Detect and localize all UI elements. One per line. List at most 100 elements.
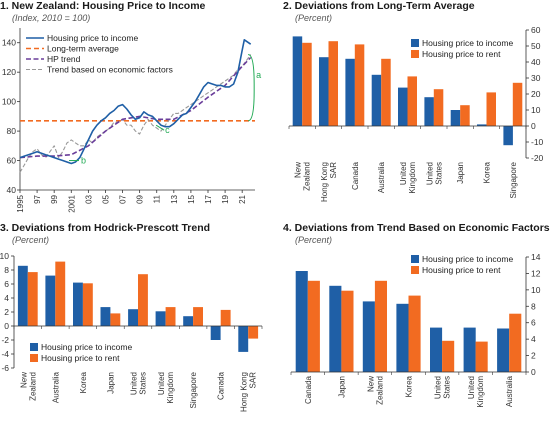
bar-housing-price-to-income [238, 326, 249, 352]
chart-title: 4. Deviations from Trend Based on Econom… [283, 222, 550, 234]
category-label: United [157, 372, 166, 395]
bar-housing-price-to-rent [509, 313, 522, 372]
annotation-arrow-c [155, 124, 165, 131]
bar-housing-price-to-income [210, 326, 221, 340]
chart-subtitle: (Percent) [295, 13, 333, 23]
bar-housing-price-to-rent [55, 261, 66, 326]
category-label: Kingdom [476, 376, 485, 408]
bar-housing-price-to-rent [248, 326, 259, 339]
bar-housing-price-to-income [329, 285, 342, 373]
bar-housing-price-to-income [183, 316, 194, 326]
bar-housing-price-to-rent [354, 44, 365, 126]
legend-swatch [411, 50, 419, 58]
category-label: States [139, 372, 148, 395]
category-label: Kingdom [166, 372, 175, 404]
category-label: Hong Kong [320, 162, 329, 202]
y-tick-label: 2 [4, 307, 9, 317]
y-tick-label: -4 [1, 349, 9, 359]
category-label: Zealand [28, 372, 37, 401]
x-tick-label: 15 [187, 194, 196, 203]
legend-swatch [30, 343, 38, 351]
category-label: SAR [329, 162, 338, 179]
category-label: Zealand [303, 162, 312, 191]
bar-housing-price-to-income [128, 309, 138, 326]
y-tick-label: 40 [7, 185, 17, 195]
legend-label: HP trend [47, 54, 81, 64]
chart-title: 3. Deviations from Hodrick-Prescott Tren… [0, 222, 211, 234]
category-label: United [399, 162, 408, 185]
chart-subtitle: (Percent) [12, 235, 50, 245]
category-label: SAR [249, 372, 258, 389]
bar-housing-price-to-rent [433, 89, 444, 126]
bar-housing-price-to-rent [407, 76, 417, 126]
category-label: States [434, 162, 443, 185]
bar-housing-price-to-rent [193, 307, 203, 326]
category-label: Canada [304, 375, 313, 404]
bar-housing-price-to-income [295, 271, 308, 372]
y-tick-label: 4 [531, 334, 536, 344]
bar-housing-price-to-rent [381, 58, 391, 126]
legend-label: Housing price to income [422, 38, 513, 48]
bar-housing-price-to-income [396, 303, 409, 372]
category-label: Zealand [375, 376, 384, 405]
bar-housing-price-to-income [424, 97, 434, 126]
annotation-bracket-a [248, 54, 255, 122]
bar-housing-price-to-rent [408, 295, 421, 372]
x-tick-label: 1995 [16, 194, 25, 212]
legend-label: Housing price to rent [422, 265, 501, 275]
bar-housing-price-to-rent [475, 341, 488, 372]
x-tick-label: 11 [153, 194, 162, 203]
bar-housing-price-to-rent [165, 307, 176, 326]
bar-housing-price-to-rent [442, 340, 455, 372]
bar-housing-price-to-rent [328, 41, 338, 127]
legend-label: Housing price to income [41, 342, 132, 352]
x-tick-label: 05 [101, 194, 110, 203]
bar-chart: -6 -4 -2 0 2 4 6 8 10 New Zealand Australia Korea Jap… [0, 251, 263, 412]
legend-swatch [411, 39, 419, 47]
x-tick-label: 97 [33, 194, 42, 203]
bar-housing-price-to-income [73, 282, 83, 326]
x-tick-label: 2001 [67, 194, 76, 212]
category-label: Australia [505, 375, 514, 407]
annotation-label: a [256, 70, 261, 80]
bar-housing-price-to-income [362, 301, 375, 372]
y-tick-label: 6 [4, 279, 9, 289]
legend-label: Housing price to income [47, 33, 138, 43]
bar-housing-price-to-income [371, 74, 382, 126]
category-label: Japan [337, 376, 346, 398]
line-chart: 40 60 80 100 120 140 1995 97 99 2001 03 05 07 09 11 13 1… [2, 28, 261, 213]
y-tick-label: 8 [4, 265, 9, 275]
y-tick-label: 8 [531, 301, 536, 311]
category-label: Korea [79, 371, 88, 393]
y-tick-label: 80 [7, 126, 17, 136]
chart-subtitle: (Percent) [295, 235, 333, 245]
y-tick-label: 12 [531, 268, 541, 278]
y-tick-label: 0 [531, 121, 536, 131]
category-label: New [294, 162, 303, 178]
y-tick-label: 60 [531, 25, 541, 35]
category-label: Australia [51, 371, 60, 403]
bar-chart: 0 2 4 6 8 10 12 14 Canada Japan New Zealand Korea Uni… [290, 252, 541, 408]
y-tick-label: 10 [531, 105, 541, 115]
annotation-label: b [81, 156, 86, 166]
series-line-economic-trend [19, 54, 252, 173]
category-label: Korea [483, 161, 492, 183]
category-label: States [443, 376, 452, 399]
bar-housing-price-to-income [503, 126, 513, 146]
panel-3: 3. Deviations from Hodrick-Prescott Tren… [0, 222, 275, 433]
y-tick-label: 10 [0, 251, 9, 261]
category-label: Korea [405, 375, 414, 397]
bar-chart: -20 -10 0 10 20 30 40 50 60 New Zealand Hong Kong SA… [288, 25, 544, 202]
bar-housing-price-to-income [477, 124, 487, 126]
y-tick-label: 6 [531, 318, 536, 328]
category-label: United [467, 376, 476, 399]
panel-1: 1. New Zealand: Housing Price to Income … [0, 0, 275, 218]
category-label: Japan [106, 372, 115, 394]
bar-housing-price-to-rent [138, 274, 148, 326]
y-tick-label: 30 [531, 73, 541, 83]
bar-housing-price-to-rent [302, 42, 312, 126]
x-tick-label: 03 [84, 194, 93, 203]
bar-housing-price-to-rent [82, 283, 93, 326]
y-tick-label: 4 [4, 293, 9, 303]
category-label: Australia [377, 161, 386, 193]
